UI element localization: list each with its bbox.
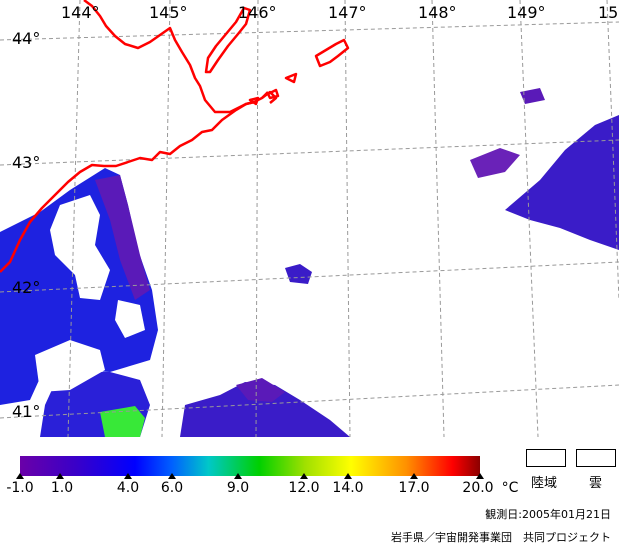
colorbar-tick-label: 4.0 <box>116 480 140 496</box>
coastline-nemuro-peninsula <box>261 90 278 104</box>
land-legend-swatch <box>526 449 566 467</box>
lon-label-146: 146° <box>238 3 277 22</box>
colorbar-tick-mark <box>16 473 24 479</box>
latitude-labels: 44° 43° 42° 41° <box>12 29 40 421</box>
colorbar-tick-mark <box>234 473 242 479</box>
colorbar-tick-label: -1.0 <box>6 480 34 496</box>
coastline <box>0 0 350 273</box>
colorbar-unit: °C <box>501 480 519 496</box>
sst-patch-west-purple <box>95 175 150 300</box>
lon-label-145: 145° <box>149 3 188 22</box>
colorbar-tick-mark <box>168 473 176 479</box>
lon-label-147: 147° <box>328 3 367 22</box>
sst-patch-southeast-purple <box>236 378 285 402</box>
longitude-labels: 144° 145° 146° 147° 148° 149° 15 <box>61 3 618 22</box>
cloud-legend-label: 雲 <box>589 476 603 491</box>
lon-label-144: 144° <box>61 3 100 22</box>
sst-patch-southeast <box>180 382 350 437</box>
colorbar-tick-label: 14.0 <box>332 480 364 496</box>
colorbar-tick-label: 1.0 <box>50 480 74 496</box>
sst-patch-northeast-purple <box>470 148 520 178</box>
cloud-west-1 <box>50 195 110 300</box>
colorbar-tick-mark <box>56 473 64 479</box>
sst-patches <box>0 88 619 437</box>
coastline-shikotan <box>314 38 350 68</box>
lat-label-44: 44° <box>12 29 40 48</box>
colorbar-tick-mark <box>410 473 418 479</box>
coastline-kunashiri <box>204 6 252 74</box>
colorbar-tick-label: 12.0 <box>288 480 320 496</box>
lat-label-41: 41° <box>12 402 40 421</box>
colorbar-tick-mark <box>124 473 132 479</box>
colorbar-tick-label: 17.0 <box>398 480 430 496</box>
lon-label-148: 148° <box>418 3 457 22</box>
cloud-south <box>155 355 200 405</box>
sst-patch-green <box>100 406 145 437</box>
graticule <box>0 0 619 437</box>
credit-line: 岩手県／宇宙開発事業団 共同プロジェクト <box>391 531 611 544</box>
temperature-colorbar <box>20 456 480 476</box>
sst-map: 144° 145° 146° 147° 148° 149° 15 44° 43°… <box>0 0 619 437</box>
cloud-west-3 <box>115 300 145 338</box>
colorbar-tick-labels: -1.0 1.0 4.0 6.0 9.0 12.0 14.0 17.0 20.0… <box>0 480 619 500</box>
lon-label-150: 15 <box>598 3 618 22</box>
colorbar-tick-label: 6.0 <box>160 480 184 496</box>
land-legend-label: 陸域 <box>531 476 558 491</box>
coastline-hokkaido <box>0 91 269 273</box>
sst-patch-mid-small <box>285 264 312 284</box>
colorbar-tick-label: 20.0 <box>462 480 494 496</box>
map-canvas: 144° 145° 146° 147° 148° 149° 15 44° 43°… <box>0 0 619 437</box>
coastline-habomai <box>248 72 298 106</box>
lat-label-43: 43° <box>12 153 40 172</box>
lat-label-42: 42° <box>12 278 40 297</box>
colorbar-tick-label: 9.0 <box>226 480 250 496</box>
lon-label-149: 149° <box>507 3 546 22</box>
observation-date: 観測日:2005年01月21日 <box>485 508 611 521</box>
coastline-shiretoko <box>83 0 256 114</box>
sst-patch-ne-small <box>520 88 545 104</box>
colorbar-tick-mark <box>476 473 484 479</box>
sst-patch-northeast <box>505 115 619 250</box>
colorbar-tick-mark <box>300 473 308 479</box>
cloud-legend-swatch <box>576 449 616 467</box>
colorbar-tick-mark <box>344 473 352 479</box>
